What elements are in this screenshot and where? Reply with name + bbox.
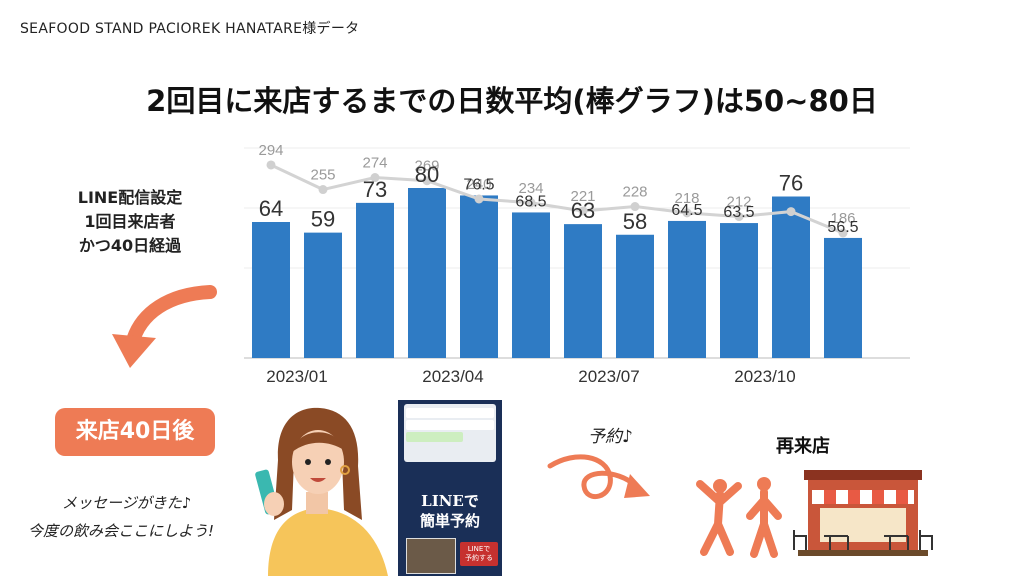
line-point	[370, 173, 380, 183]
line-point	[786, 207, 796, 217]
bar	[824, 237, 862, 358]
line-point	[318, 185, 328, 195]
chat-bubble	[406, 420, 494, 430]
line-point	[266, 160, 276, 170]
bar-data-label: 59	[311, 207, 335, 232]
bar-data-label: 68.5	[515, 193, 546, 210]
client-label: SEAFOOD STAND PACIOREK HANATARE様データ	[20, 21, 360, 37]
line-reserve-button: LINEで 予約する	[460, 542, 498, 566]
condition-line-3: かつ40日経過	[78, 236, 182, 255]
bar-data-label: 80	[415, 162, 439, 187]
line-data-label: 269	[414, 158, 439, 175]
bar-data-label: 76	[779, 171, 803, 196]
bar-data-label: 76.5	[463, 176, 494, 193]
line-data-label: 234	[518, 180, 543, 197]
bar-data-label: 64.5	[671, 202, 702, 219]
message-text-1: メッセージがきた♪	[62, 494, 192, 512]
phone-title-line-2: 簡単予約	[419, 512, 480, 530]
x-tick-label: 2023/10	[734, 367, 795, 386]
line-point	[734, 212, 744, 222]
series-line	[270, 163, 844, 235]
line-data-label: 221	[570, 188, 595, 205]
bar-data-label: 56.5	[827, 219, 858, 236]
woman-with-phone-illustration	[255, 407, 388, 576]
bar	[512, 212, 550, 358]
bar-data-label: 64	[259, 196, 283, 221]
line-data-label: 255	[310, 167, 335, 184]
bar	[460, 195, 498, 358]
page-title: 2回目に来店するまでの日数平均(棒グラフ)は50~80日	[146, 84, 878, 118]
line-point	[578, 206, 588, 216]
swirl-arrow-icon	[547, 454, 650, 499]
line-point	[838, 228, 848, 238]
line-data-label: 274	[362, 155, 387, 172]
line-point	[682, 208, 692, 218]
bar-line-chart: 294 255 274 269 240 234 221 228 218 212 186 64 59 73 8…	[244, 128, 910, 390]
x-tick-label: 2023/01	[266, 367, 327, 386]
reserve-note: 予約♪	[588, 427, 633, 447]
line-data-label: 218	[674, 190, 699, 207]
bar-data-label: 58	[623, 209, 647, 234]
happy-people-icon	[696, 477, 782, 558]
after-40-days-badge: 来店40日後	[55, 408, 215, 456]
line-point	[474, 194, 484, 204]
x-tick-label: 2023/07	[578, 367, 639, 386]
condition-line-2: 1回目来店者	[84, 212, 176, 231]
bar-data-label: 63.5	[723, 204, 754, 221]
curved-arrow-icon	[112, 285, 217, 368]
condition-line-1: LINE配信設定	[77, 188, 183, 207]
bar	[720, 223, 758, 358]
bar	[252, 222, 290, 358]
bar-data-label: 73	[363, 177, 387, 202]
food-photo-thumbnail	[406, 538, 456, 574]
line-chat-preview	[404, 404, 496, 462]
message-text-2: 今度の飲み会ここにしよう!	[28, 522, 215, 540]
bar	[304, 232, 342, 358]
chat-bubble	[406, 408, 494, 418]
line-reservation-screenshot: LINEで 簡単予約 LINEで 予約する	[398, 400, 502, 576]
chart-canvas: 294 255 274 269 240 234 221 228 218 212 186 64 59 73 8…	[244, 142, 910, 386]
bar	[616, 234, 654, 358]
reserve-button-label-1: LINEで	[467, 545, 491, 553]
bar-data-label: 63	[571, 198, 595, 223]
line-data-label: 186	[830, 210, 855, 227]
chat-bubble	[406, 432, 463, 442]
bar	[408, 188, 446, 358]
restaurant-shop-icon	[793, 470, 933, 556]
bar	[356, 202, 394, 358]
revisit-title: 再来店	[776, 436, 830, 457]
phone-title-line-1: LINEで	[421, 492, 479, 510]
line-data-label: 228	[622, 184, 647, 201]
line-data-label: 240	[466, 176, 491, 193]
bar	[772, 196, 810, 358]
line-point	[630, 202, 640, 212]
bar	[668, 220, 706, 358]
line-point	[422, 176, 432, 186]
line-data-label: 212	[726, 194, 751, 211]
line-point	[526, 198, 536, 208]
bar	[564, 224, 602, 358]
reserve-button-label-2: 予約する	[465, 554, 493, 562]
x-tick-label: 2023/04	[422, 367, 483, 386]
line-data-label: 294	[258, 142, 283, 159]
